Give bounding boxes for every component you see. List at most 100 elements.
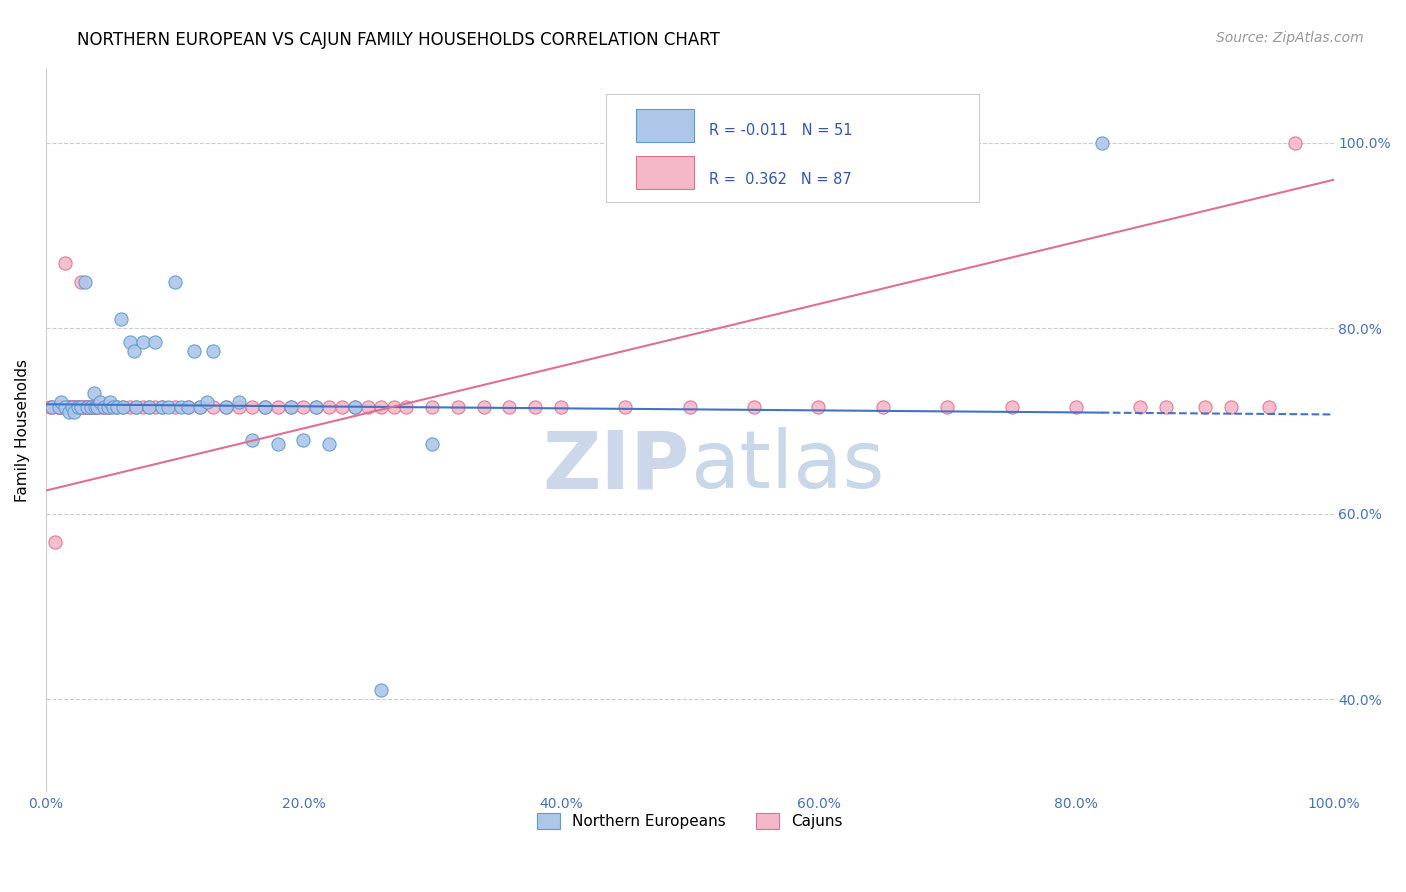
Text: NORTHERN EUROPEAN VS CAJUN FAMILY HOUSEHOLDS CORRELATION CHART: NORTHERN EUROPEAN VS CAJUN FAMILY HOUSEH… — [77, 31, 720, 49]
Point — [1284, 136, 1306, 150]
Point — [240, 400, 263, 414]
Point — [370, 682, 392, 697]
Point — [1064, 400, 1087, 414]
Point — [101, 400, 124, 414]
Point — [82, 400, 104, 414]
Point — [76, 400, 98, 414]
Point — [76, 400, 98, 414]
Point — [472, 400, 495, 414]
Point — [228, 400, 250, 414]
Point — [131, 335, 153, 350]
Point — [343, 400, 366, 414]
Point — [138, 400, 160, 414]
Point — [872, 400, 894, 414]
Text: R =  0.362   N = 87: R = 0.362 N = 87 — [709, 172, 852, 187]
Point — [1154, 400, 1177, 414]
Point — [94, 400, 117, 414]
Point — [84, 400, 107, 414]
Point — [66, 400, 89, 414]
Y-axis label: Family Households: Family Households — [15, 359, 30, 501]
Point — [91, 400, 114, 414]
Point — [110, 312, 132, 326]
Point — [79, 400, 101, 414]
Point — [49, 400, 72, 414]
Point — [163, 400, 186, 414]
Point — [63, 400, 86, 414]
Point — [163, 275, 186, 289]
Point — [330, 400, 353, 414]
Point — [742, 400, 765, 414]
Point — [83, 400, 105, 414]
Point — [122, 344, 145, 359]
Point — [305, 400, 328, 414]
Point — [145, 335, 167, 350]
Point — [51, 395, 73, 409]
Point — [80, 400, 103, 414]
Point — [73, 275, 96, 289]
Point — [83, 400, 105, 414]
Point — [1219, 400, 1241, 414]
Point — [420, 437, 443, 451]
Point — [228, 395, 250, 409]
Point — [69, 275, 91, 289]
Point — [125, 400, 148, 414]
Point — [98, 395, 121, 409]
Point — [60, 400, 83, 414]
Point — [190, 400, 212, 414]
Point — [86, 400, 108, 414]
Point — [105, 400, 128, 414]
Point — [150, 400, 173, 414]
Point — [679, 400, 702, 414]
Text: ZIP: ZIP — [543, 427, 690, 506]
Point — [93, 400, 115, 414]
Point — [267, 437, 290, 451]
Point — [125, 400, 148, 414]
Point — [53, 400, 76, 414]
Point — [53, 400, 76, 414]
Point — [138, 400, 160, 414]
Point — [183, 344, 205, 359]
FancyBboxPatch shape — [636, 110, 693, 142]
Point — [67, 400, 90, 414]
Point — [83, 400, 105, 414]
Point — [550, 400, 572, 414]
Point — [63, 405, 86, 419]
Point — [112, 400, 135, 414]
Point — [343, 400, 366, 414]
Point — [83, 386, 105, 401]
Legend: Northern Europeans, Cajuns: Northern Europeans, Cajuns — [530, 806, 849, 835]
Point — [292, 433, 315, 447]
Point — [48, 400, 70, 414]
Point — [253, 400, 276, 414]
Point — [56, 400, 79, 414]
Point — [176, 400, 198, 414]
Point — [55, 400, 77, 414]
FancyBboxPatch shape — [636, 156, 693, 188]
Point — [195, 395, 218, 409]
Point — [69, 400, 91, 414]
Point — [936, 400, 959, 414]
Point — [305, 400, 328, 414]
Point — [318, 437, 340, 451]
Point — [202, 344, 225, 359]
Point — [38, 400, 60, 414]
Point — [58, 405, 80, 419]
Point — [41, 400, 63, 414]
Point — [370, 400, 392, 414]
Point — [157, 400, 180, 414]
Point — [97, 400, 120, 414]
Point — [97, 400, 120, 414]
Point — [58, 400, 80, 414]
Point — [48, 400, 70, 414]
Point — [70, 400, 93, 414]
Point — [280, 400, 302, 414]
Point — [1258, 400, 1281, 414]
Text: atlas: atlas — [690, 427, 884, 506]
Point — [41, 400, 63, 414]
Point — [190, 400, 212, 414]
Point — [69, 400, 91, 414]
Point — [176, 400, 198, 414]
Point — [60, 400, 83, 414]
Point — [89, 395, 111, 409]
Point — [215, 400, 238, 414]
